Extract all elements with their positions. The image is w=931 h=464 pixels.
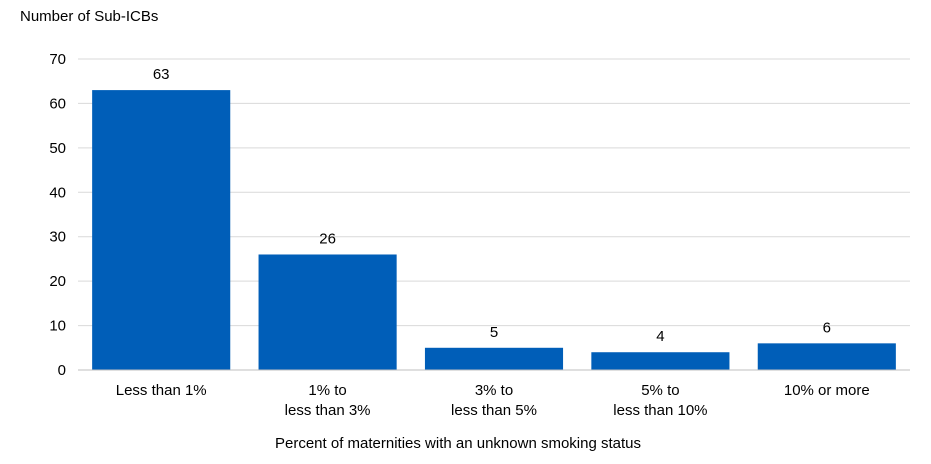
data-label: 4 — [656, 328, 664, 345]
y-tick-label: 0 — [58, 362, 66, 379]
x-tick-label-line: 3% to — [475, 382, 513, 399]
data-label: 26 — [319, 230, 336, 247]
bar — [591, 352, 730, 370]
bar — [92, 90, 231, 370]
x-tick-label-line: 10% or more — [784, 382, 870, 399]
x-tick-label: Less than 1% — [116, 382, 207, 399]
x-axis-title: Percent of maternities with an unknown s… — [275, 435, 641, 452]
y-tick-label: 50 — [49, 140, 66, 157]
x-tick-label-line: less than 3% — [285, 402, 371, 419]
data-label: 6 — [823, 319, 831, 336]
bar — [258, 254, 397, 370]
y-tick-label: 40 — [49, 184, 66, 201]
y-tick-label: 70 — [49, 51, 66, 68]
y-axis-title: Number of Sub-ICBs — [20, 8, 158, 25]
x-axis-ticks: Less than 1% 1% to less than 3% 3% to less t… — [116, 382, 870, 419]
y-tick-label: 10 — [49, 318, 66, 335]
x-tick-label-line: 1% to — [308, 382, 346, 399]
x-tick-label: 5% to less than 10% — [613, 382, 707, 419]
data-labels: 63 26 5 4 6 — [153, 66, 831, 345]
x-tick-label-line: Less than 1% — [116, 382, 207, 399]
y-tick-label: 20 — [49, 273, 66, 290]
data-label: 5 — [490, 324, 498, 341]
x-tick-label-line: 5% to — [641, 382, 679, 399]
bars — [92, 90, 896, 370]
bar — [424, 347, 564, 370]
data-label: 63 — [153, 66, 170, 83]
x-tick-label-line: less than 5% — [451, 402, 537, 419]
x-tick-label: 10% or more — [784, 382, 870, 399]
x-tick-label-line: less than 10% — [613, 402, 707, 419]
y-tick-label: 60 — [49, 95, 66, 112]
x-tick-label: 3% to less than 5% — [451, 382, 537, 419]
y-axis-ticks: 0 10 20 30 40 50 60 70 — [49, 51, 66, 379]
bar — [757, 343, 896, 370]
y-tick-label: 30 — [49, 229, 66, 246]
x-tick-label: 1% to less than 3% — [285, 382, 371, 419]
